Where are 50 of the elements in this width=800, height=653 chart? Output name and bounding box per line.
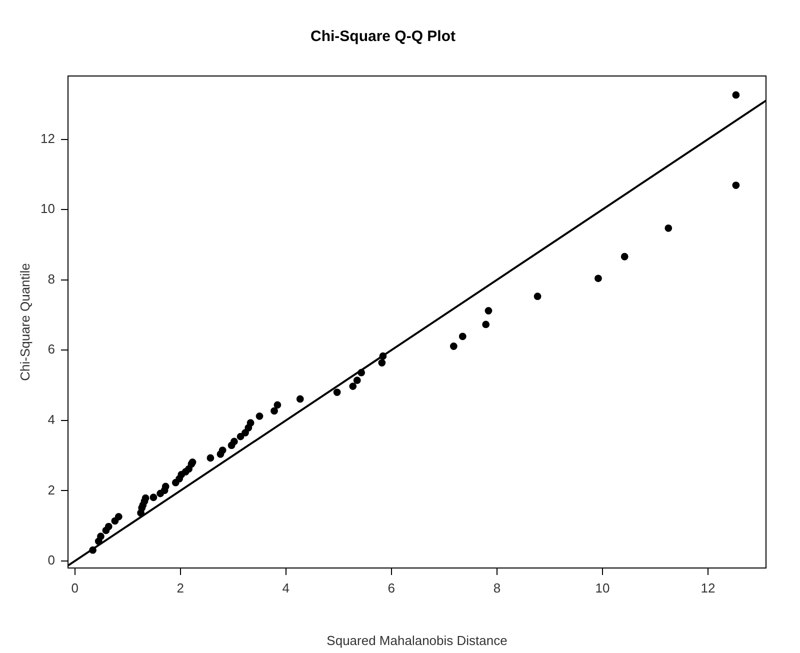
point xyxy=(353,376,361,384)
point xyxy=(274,401,282,409)
point xyxy=(482,320,490,328)
point xyxy=(114,512,122,520)
x-tick-label: 2 xyxy=(176,580,184,596)
y-tick-label: 12 xyxy=(40,130,55,146)
point xyxy=(218,446,226,454)
point xyxy=(458,332,466,340)
x-tick-label: 12 xyxy=(700,580,716,596)
x-tick-label: 6 xyxy=(388,580,396,596)
point xyxy=(230,438,238,446)
y-tick-label: 6 xyxy=(48,342,55,357)
point xyxy=(296,395,304,403)
point xyxy=(358,368,366,376)
point xyxy=(664,224,672,232)
point xyxy=(620,252,628,260)
point xyxy=(450,342,458,350)
point xyxy=(378,359,386,366)
point xyxy=(270,407,278,415)
point xyxy=(104,522,112,530)
y-axis-title: Chi-Square Quantile xyxy=(17,263,32,381)
y-tick-label: 8 xyxy=(48,271,55,286)
point xyxy=(349,382,357,390)
point xyxy=(534,292,542,300)
y-tick-label: 2 xyxy=(48,482,55,498)
point xyxy=(732,182,740,189)
point xyxy=(333,388,341,396)
point xyxy=(594,274,602,282)
point xyxy=(236,432,244,440)
x-tick-label: 0 xyxy=(71,580,78,596)
point xyxy=(142,494,150,502)
y-tick-label: 4 xyxy=(48,412,55,427)
point xyxy=(206,454,214,462)
point xyxy=(256,412,264,420)
chart-title: Chi-Square Q-Q Plot xyxy=(310,28,456,46)
y-tick-label: 10 xyxy=(40,201,55,216)
y-tick-label: 0 xyxy=(48,552,55,568)
point xyxy=(89,546,96,554)
point xyxy=(484,307,492,314)
point xyxy=(732,91,740,99)
point xyxy=(379,352,387,360)
point xyxy=(97,532,104,540)
x-axis-title: Squared Mahalanobis Distance xyxy=(326,632,508,648)
point xyxy=(150,494,158,502)
point xyxy=(162,482,170,490)
x-tick-label: 10 xyxy=(595,580,610,596)
x-tick-label: 8 xyxy=(493,580,501,596)
point xyxy=(242,429,249,436)
x-tick-label: 4 xyxy=(282,580,290,596)
point xyxy=(246,419,254,427)
